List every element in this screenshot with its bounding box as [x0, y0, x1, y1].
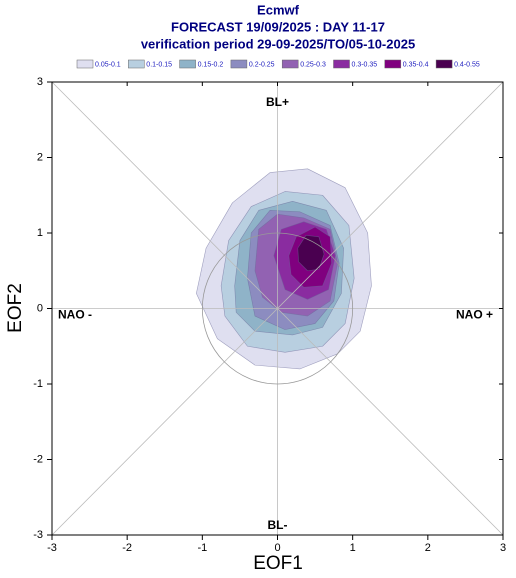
legend-label: 0.3-0.35 — [352, 61, 378, 68]
annotation: BL+ — [266, 95, 289, 109]
legend-label: 0.4-0.55 — [454, 61, 480, 68]
chart-subtitle: verification period 29-09-2025/TO/05-10-… — [141, 36, 415, 51]
x-tick-label: -3 — [47, 542, 57, 554]
y-tick-label: 0 — [37, 302, 43, 314]
x-tick-label: 2 — [425, 542, 431, 554]
annotation: NAO - — [58, 308, 92, 322]
y-tick-label: -1 — [33, 378, 43, 390]
x-tick-label: -2 — [122, 542, 132, 554]
y-tick-label: 2 — [37, 151, 43, 163]
legend-swatch — [230, 59, 248, 69]
y-tick-label: 1 — [37, 227, 43, 239]
reference-circle — [201, 232, 354, 385]
y-tick-label: 3 — [37, 76, 43, 88]
annotation: BL- — [268, 518, 288, 532]
x-tick-label: 1 — [350, 542, 356, 554]
legend-label: 0.05-0.1 — [95, 61, 121, 68]
y-tick-label: -3 — [33, 529, 43, 541]
legend-swatch — [281, 59, 299, 69]
x-tick-label: -1 — [197, 542, 207, 554]
legend-swatch — [128, 59, 145, 69]
legend-swatch — [384, 59, 402, 69]
x-tick-label: 0 — [274, 542, 280, 554]
chart-subtitle: FORECAST 19/09/2025 : DAY 11-17 — [171, 19, 385, 34]
legend-swatch — [435, 59, 453, 69]
legend-label: 0.25-0.3 — [300, 61, 326, 68]
legend-label: 0.15-0.2 — [198, 61, 224, 68]
y-axis-label: EOF2 — [5, 283, 26, 333]
y-tick-label: -2 — [33, 453, 43, 465]
x-axis-label: EOF1 — [253, 553, 303, 574]
x-tick-label: 3 — [500, 542, 506, 554]
legend-label: 0.35-0.4 — [403, 61, 429, 68]
legend-swatch — [76, 59, 94, 69]
legend-swatch — [179, 59, 196, 69]
chart-title: Ecmwf — [257, 2, 300, 17]
legend-label: 0.1-0.15 — [146, 61, 172, 68]
annotation: NAO + — [456, 308, 493, 322]
legend-label: 0.2-0.25 — [249, 61, 275, 68]
legend-swatch — [333, 59, 350, 69]
